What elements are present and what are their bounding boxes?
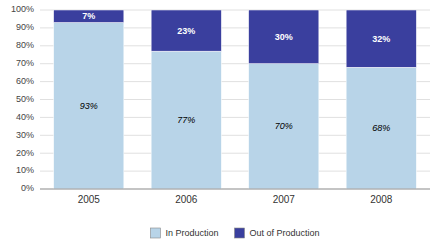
data-label: 93% — [80, 101, 98, 111]
y-tick-label: 0% — [21, 183, 34, 193]
y-tick-label: 20% — [16, 148, 34, 158]
y-tick-label: 10% — [16, 165, 34, 175]
bar-segment — [54, 10, 124, 23]
x-tick-label: 2008 — [370, 194, 393, 205]
y-tick-label: 100% — [11, 4, 34, 14]
y-tick-label: 40% — [16, 112, 34, 122]
data-label: 7% — [82, 11, 95, 21]
legend-label: Out of Production — [250, 228, 320, 238]
legend-item: Out of Production — [235, 228, 320, 238]
x-axis: 2005 2006 2007 2008 — [40, 189, 430, 205]
y-tick-label: 70% — [16, 58, 34, 68]
bar-segment — [249, 10, 319, 64]
chart: 0% 10% 20% 30% 40% 50% 60% 70% 80% 90% 100% 93% 77% 7… — [0, 0, 440, 247]
x-tick-label: 2007 — [273, 194, 296, 205]
bar-segment — [346, 10, 416, 67]
x-tick-label: 2006 — [175, 194, 198, 205]
data-label: 32% — [372, 34, 390, 44]
data-label: 77% — [177, 115, 195, 125]
bar-segment — [151, 10, 221, 51]
bar-segment — [151, 51, 221, 189]
legend: In Production Out of Production — [150, 228, 319, 238]
x-axis-line — [40, 189, 430, 190]
data-label: 70% — [275, 121, 293, 131]
legend-swatch — [150, 228, 160, 238]
y-tick-label: 90% — [16, 22, 34, 32]
data-labels: 93% 77% 70% 68% 7% 23% 30% 32% — [80, 11, 391, 133]
y-axis: 0% 10% 20% 30% 40% 50% 60% 70% 80% 90% 100% — [11, 4, 430, 193]
y-tick-label: 80% — [16, 40, 34, 50]
y-tick-label: 50% — [16, 94, 34, 104]
grid-line — [40, 189, 430, 190]
data-label: 30% — [275, 32, 293, 42]
data-label: 68% — [372, 123, 390, 133]
legend-item: In Production — [150, 228, 218, 238]
data-label: 23% — [177, 26, 195, 36]
y-tick-label: 60% — [16, 76, 34, 86]
bar-segment — [346, 67, 416, 189]
x-tick-label: 2005 — [78, 194, 101, 205]
legend-label: In Production — [165, 228, 218, 238]
bar-segment — [54, 23, 124, 189]
y-tick-label: 30% — [16, 130, 34, 140]
bars — [54, 10, 417, 189]
bar-segment — [249, 64, 319, 189]
legend-swatch — [235, 228, 245, 238]
